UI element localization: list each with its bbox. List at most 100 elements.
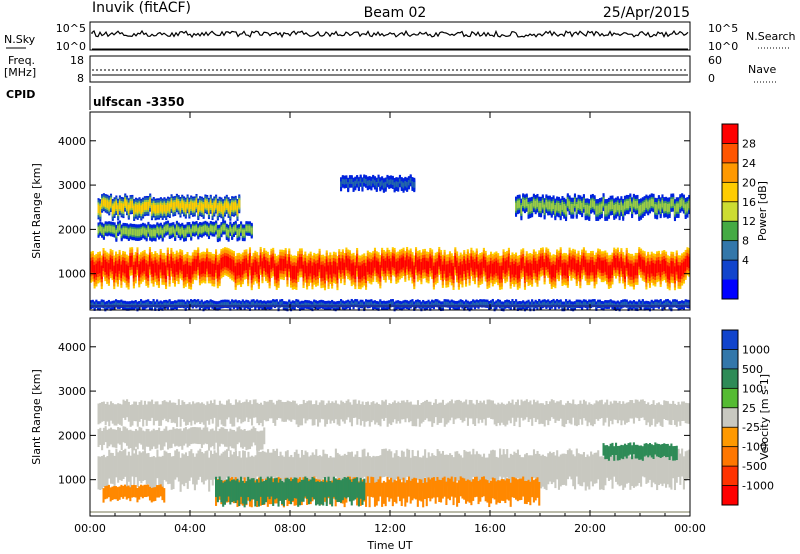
power-cell (213, 226, 216, 233)
power-cell (350, 178, 353, 184)
power-cell (650, 302, 653, 306)
power-cell (409, 257, 412, 269)
power-cell (106, 200, 109, 208)
power-cell (486, 302, 489, 306)
velocity-cell (495, 456, 498, 491)
velocity-cell (527, 479, 530, 502)
velocity-cell (247, 451, 250, 482)
velocity-cell (236, 402, 239, 423)
velocity-cell (304, 402, 307, 424)
velocity-cell (540, 403, 543, 424)
power-cell (311, 265, 314, 280)
power-cell (618, 261, 621, 274)
velocity-cell (174, 402, 177, 424)
velocity-cell (233, 404, 236, 427)
power-cell (177, 200, 180, 209)
velocity-cell (570, 403, 573, 425)
velocity-cell (327, 457, 330, 492)
power-cell (557, 203, 560, 212)
power-cell (636, 262, 639, 276)
power-cell (652, 199, 655, 207)
velocity-cell (149, 457, 152, 491)
power-cell (472, 259, 475, 272)
power-cell (356, 301, 359, 305)
velocity-cell (102, 427, 105, 445)
power-cell (672, 301, 675, 306)
velocity-cell (136, 430, 139, 450)
power-cell (613, 204, 616, 214)
velocity-cell (456, 482, 459, 507)
velocity-cell (447, 454, 450, 488)
power-cell (134, 261, 137, 274)
velocity-cell (506, 478, 509, 500)
power-cell (227, 229, 230, 237)
velocity-cell (477, 453, 480, 486)
power-cell (234, 225, 237, 231)
power-cell (215, 258, 218, 270)
power-cell (395, 303, 398, 307)
power-cell (600, 260, 603, 273)
velocity-cell (320, 456, 323, 490)
power-cell (257, 265, 260, 279)
velocity-cell (513, 404, 516, 427)
power-cell (166, 202, 170, 211)
velocity-cell (126, 455, 129, 488)
velocity-cell (99, 456, 102, 491)
power-cell (193, 202, 196, 211)
power-cell (154, 229, 157, 237)
velocity-cell (388, 403, 391, 424)
velocity-cell (213, 430, 216, 450)
velocity-cell (236, 456, 239, 490)
velocity-cell (688, 449, 691, 479)
power-cell (484, 260, 487, 273)
velocity-cell (127, 451, 130, 482)
power-cell (573, 198, 577, 207)
velocity-cell (607, 451, 610, 481)
power-cell (147, 201, 150, 210)
velocity-cell (223, 481, 227, 505)
power-cell (118, 224, 121, 231)
power-cell (243, 258, 246, 271)
power-cell (532, 258, 535, 271)
power-cell (456, 260, 459, 274)
velocity-cell (234, 399, 238, 418)
velocity-cell (570, 450, 573, 480)
velocity-cell (284, 451, 287, 482)
colorbar-tick-label: 20 (742, 176, 756, 189)
power-cell (582, 301, 585, 305)
power-cell (366, 259, 369, 272)
velocity-cell (527, 455, 530, 488)
velocity-cell (588, 456, 591, 490)
power-cell (356, 256, 359, 269)
power-cell (306, 302, 309, 307)
velocity-cell (520, 399, 523, 418)
power-cell (534, 200, 537, 209)
power-cell (257, 303, 260, 307)
power-cell (591, 301, 594, 305)
power-cell (304, 302, 307, 306)
velocity-cell (158, 427, 161, 445)
noise-right-tick-bottom: 10^0 (708, 40, 738, 53)
power-cell (581, 202, 584, 212)
power-cell (572, 204, 575, 213)
power-cell (252, 262, 255, 276)
velocity-cell (372, 401, 375, 421)
power-cell (122, 203, 125, 212)
velocity-cell (372, 477, 375, 498)
velocity-cell (413, 404, 416, 427)
power-cell (579, 302, 582, 306)
power-cell (584, 259, 587, 272)
velocity-cell (375, 402, 378, 423)
velocity-cell (391, 482, 394, 507)
power-cell (625, 200, 628, 209)
power-cell (616, 303, 619, 307)
velocity-cell (652, 400, 655, 419)
power-cell (172, 202, 175, 211)
power-cell (565, 262, 568, 276)
velocity-cell (429, 479, 432, 502)
power-cell (565, 301, 568, 305)
power-cell (593, 265, 596, 279)
velocity-cell (438, 402, 441, 424)
power-cell (170, 227, 173, 234)
velocity-cell (481, 402, 484, 423)
